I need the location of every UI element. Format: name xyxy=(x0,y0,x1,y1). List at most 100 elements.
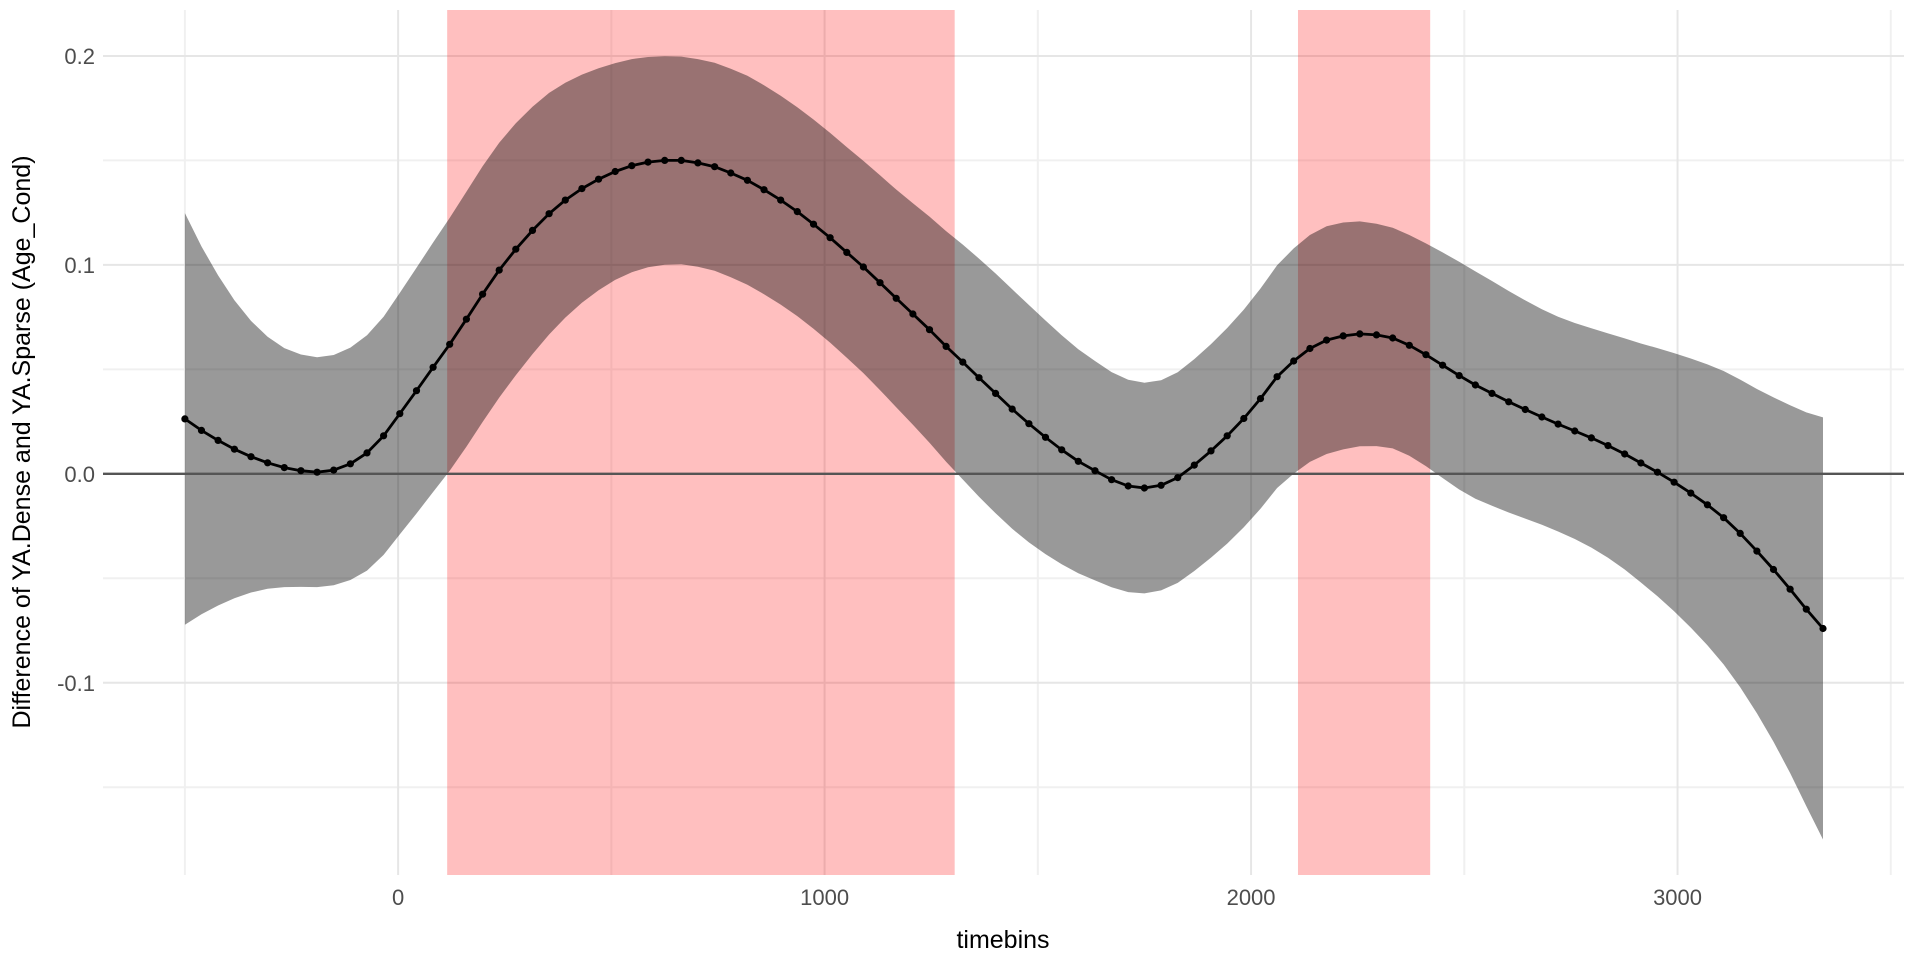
data-point xyxy=(1687,489,1695,497)
data-point xyxy=(528,226,537,234)
data-point xyxy=(1041,433,1050,441)
x-tick-label: 3000 xyxy=(1653,885,1702,910)
data-point xyxy=(479,290,487,298)
data-point xyxy=(826,234,834,242)
data-point xyxy=(644,158,652,166)
data-point xyxy=(1306,344,1314,353)
x-tick-label: 2000 xyxy=(1227,885,1276,910)
data-point xyxy=(313,468,321,476)
data-point xyxy=(1439,361,1447,369)
data-point xyxy=(561,196,569,204)
data-point xyxy=(330,466,338,474)
data-point xyxy=(363,449,371,457)
data-point xyxy=(1720,514,1728,522)
data-point xyxy=(992,389,1000,397)
data-point xyxy=(1819,624,1827,633)
geom-layer xyxy=(103,10,1904,875)
data-point xyxy=(1240,414,1248,423)
data-point xyxy=(297,467,305,475)
data-point xyxy=(512,245,520,253)
data-point xyxy=(1422,351,1430,359)
data-point xyxy=(1653,468,1662,476)
data-point xyxy=(1488,389,1496,397)
data-point xyxy=(1786,585,1794,593)
data-point xyxy=(628,162,636,170)
data-point xyxy=(412,387,421,395)
y-tick-label: 0.1 xyxy=(64,253,95,278)
data-point xyxy=(1091,467,1099,475)
data-point xyxy=(1356,330,1364,338)
data-point xyxy=(1505,398,1513,406)
data-point xyxy=(809,220,818,228)
data-point xyxy=(1455,372,1463,380)
data-point xyxy=(1207,447,1215,455)
data-point xyxy=(743,176,752,184)
data-point xyxy=(661,156,669,164)
data-point xyxy=(694,159,702,167)
data-point xyxy=(727,169,735,177)
y-axis-title: Difference of YA.Dense and YA.Sparse (Ag… xyxy=(8,155,36,728)
data-point xyxy=(876,279,884,287)
data-point xyxy=(1736,529,1744,538)
data-point xyxy=(760,186,768,194)
data-point xyxy=(429,363,437,371)
y-tick-label: -0.1 xyxy=(57,671,95,696)
data-point xyxy=(843,248,851,256)
data-point xyxy=(1273,373,1281,381)
significance-window xyxy=(1297,10,1431,875)
data-point xyxy=(677,156,685,164)
confidence-ribbon xyxy=(184,56,1823,840)
data-point xyxy=(1802,605,1810,613)
data-point xyxy=(1025,420,1033,428)
data-point xyxy=(595,175,603,183)
data-point xyxy=(495,266,503,274)
data-point xyxy=(1538,413,1546,421)
axis-layer: 0.2 0.1 0.0 -0.1 0 1000 2000 3000 xyxy=(57,44,1702,910)
data-point xyxy=(1223,432,1231,440)
y-tick-label: 0.2 xyxy=(64,44,95,69)
data-point xyxy=(1604,442,1612,450)
data-point xyxy=(1058,446,1066,454)
difference-line xyxy=(183,159,1825,630)
data-point xyxy=(1554,420,1562,428)
data-point xyxy=(1174,474,1182,482)
data-point xyxy=(1157,481,1165,489)
data-point xyxy=(975,374,983,382)
data-point xyxy=(909,310,917,318)
x-tick-label: 0 xyxy=(392,885,404,910)
data-point xyxy=(925,326,934,334)
data-point xyxy=(1372,331,1381,339)
data-point xyxy=(1108,476,1116,484)
data-point xyxy=(247,453,255,461)
data-point xyxy=(1521,405,1529,414)
data-point xyxy=(1753,547,1761,555)
data-point xyxy=(1571,427,1579,435)
data-point xyxy=(1290,357,1298,365)
data-point xyxy=(462,315,470,323)
data-point xyxy=(346,460,354,468)
data-point xyxy=(1124,482,1132,490)
data-point xyxy=(230,445,238,453)
data-point xyxy=(578,185,586,193)
data-point xyxy=(1637,459,1645,467)
data-point xyxy=(1703,501,1711,509)
data-point xyxy=(892,294,900,302)
data-point xyxy=(280,464,288,472)
x-axis-title: timebins xyxy=(956,926,1049,954)
data-point xyxy=(859,263,868,271)
data-point xyxy=(611,167,619,176)
data-point xyxy=(1471,381,1479,389)
data-point xyxy=(1008,405,1016,413)
significance-window xyxy=(447,10,955,875)
data-point xyxy=(396,410,404,418)
data-point xyxy=(380,432,388,440)
data-point xyxy=(446,340,454,348)
data-point xyxy=(1587,434,1595,442)
data-point xyxy=(1256,395,1265,403)
data-point xyxy=(1074,457,1082,465)
data-point xyxy=(1621,450,1629,458)
data-point xyxy=(959,358,967,366)
data-point xyxy=(1190,461,1198,469)
